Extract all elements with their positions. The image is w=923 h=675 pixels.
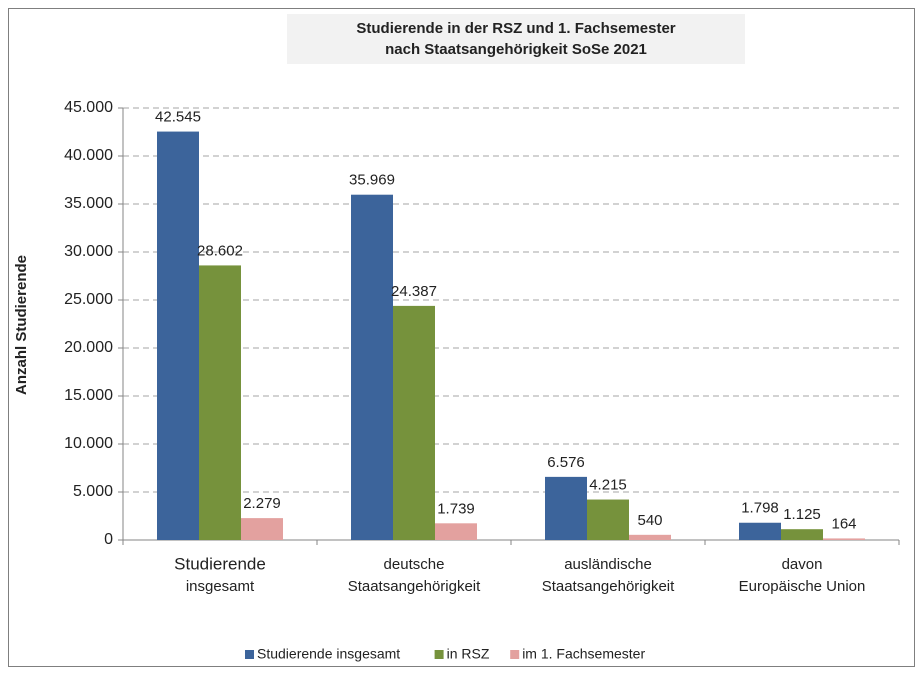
value-label: 2.279 <box>243 495 281 512</box>
bar <box>351 194 393 540</box>
y-tick-label: 30.000 <box>64 243 113 260</box>
value-label: 1.739 <box>437 500 475 517</box>
y-tick-label: 25.000 <box>64 291 113 308</box>
x-tick-label: Studierende <box>174 554 266 573</box>
legend-label: Studierende insgesamt <box>257 646 400 662</box>
title-box <box>287 14 745 64</box>
bar <box>781 529 823 540</box>
value-label: 1.125 <box>783 506 821 523</box>
bar <box>241 518 283 540</box>
x-tick-label: ausländische <box>564 556 652 573</box>
bar <box>545 476 587 540</box>
legend-swatch <box>245 650 254 659</box>
value-label: 42.545 <box>155 109 201 126</box>
value-label: 6.576 <box>547 454 585 471</box>
chart-title: nach Staatsangehörigkeit SoSe 2021 <box>385 41 647 58</box>
bar <box>157 131 199 540</box>
bar <box>587 499 629 540</box>
value-label: 24.387 <box>391 283 437 300</box>
x-tick-label: Staatsangehörigkeit <box>542 578 675 595</box>
bar <box>823 538 865 540</box>
x-tick-label: insgesamt <box>186 578 255 595</box>
y-tick-label: 45.000 <box>64 99 113 116</box>
bar <box>393 305 435 540</box>
value-label: 1.798 <box>741 500 779 517</box>
bar <box>739 522 781 540</box>
y-tick-label: 40.000 <box>64 147 113 164</box>
bar <box>199 265 241 540</box>
x-tick-label: Europäische Union <box>739 578 866 595</box>
chart-title: Studierende in der RSZ und 1. Fachsemest… <box>356 20 675 37</box>
legend-label: in RSZ <box>447 646 490 662</box>
y-tick-label: 35.000 <box>64 195 113 212</box>
value-label: 540 <box>637 512 662 529</box>
value-label: 4.215 <box>589 477 627 494</box>
x-tick-label: Staatsangehörigkeit <box>348 578 481 595</box>
value-label: 164 <box>831 515 856 532</box>
bar <box>629 534 671 540</box>
legend-swatch <box>434 650 444 659</box>
value-label: 35.969 <box>349 172 395 189</box>
y-tick-label: 15.000 <box>64 387 113 404</box>
y-tick-label: 20.000 <box>64 339 113 356</box>
y-axis-label: Anzahl Studierende <box>13 255 30 395</box>
x-tick-label: deutsche <box>384 556 445 573</box>
y-tick-label: 10.000 <box>64 435 113 452</box>
chart-border <box>8 8 915 667</box>
bar <box>435 523 477 540</box>
value-label: 28.602 <box>197 242 243 259</box>
legend-swatch <box>510 650 520 659</box>
y-tick-label: 5.000 <box>73 483 113 500</box>
y-tick-label: 0 <box>104 531 113 548</box>
legend-label: im 1. Fachsemester <box>522 646 645 662</box>
x-tick-label: davon <box>782 556 823 573</box>
